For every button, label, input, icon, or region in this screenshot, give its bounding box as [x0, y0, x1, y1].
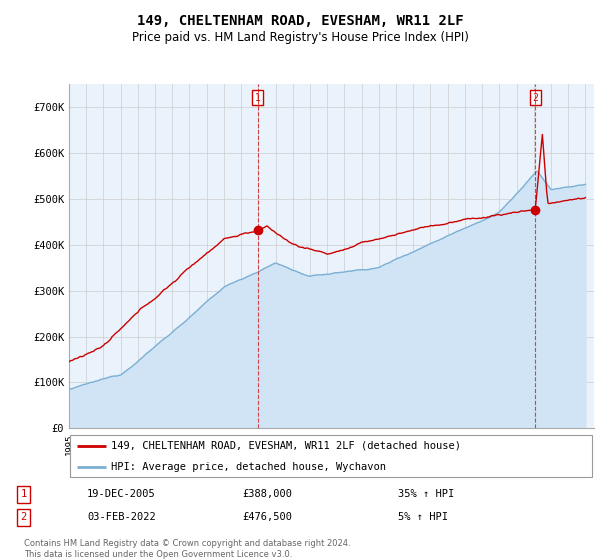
Text: 149, CHELTENHAM ROAD, EVESHAM, WR11 2LF (detached house): 149, CHELTENHAM ROAD, EVESHAM, WR11 2LF …: [111, 441, 461, 451]
FancyBboxPatch shape: [70, 435, 592, 477]
Text: 2: 2: [20, 512, 26, 522]
Text: Contains HM Land Registry data © Crown copyright and database right 2024.
This d: Contains HM Land Registry data © Crown c…: [24, 539, 350, 559]
Text: 1: 1: [20, 489, 26, 500]
Text: 149, CHELTENHAM ROAD, EVESHAM, WR11 2LF: 149, CHELTENHAM ROAD, EVESHAM, WR11 2LF: [137, 14, 463, 28]
Text: Price paid vs. HM Land Registry's House Price Index (HPI): Price paid vs. HM Land Registry's House …: [131, 31, 469, 44]
Text: £476,500: £476,500: [242, 512, 292, 522]
Text: 2: 2: [532, 93, 538, 103]
Text: 5% ↑ HPI: 5% ↑ HPI: [398, 512, 448, 522]
Text: 19-DEC-2005: 19-DEC-2005: [87, 489, 155, 500]
Text: £388,000: £388,000: [242, 489, 292, 500]
Text: 35% ↑ HPI: 35% ↑ HPI: [398, 489, 454, 500]
Text: 1: 1: [255, 93, 261, 103]
Text: 03-FEB-2022: 03-FEB-2022: [87, 512, 155, 522]
Text: HPI: Average price, detached house, Wychavon: HPI: Average price, detached house, Wych…: [111, 462, 386, 472]
